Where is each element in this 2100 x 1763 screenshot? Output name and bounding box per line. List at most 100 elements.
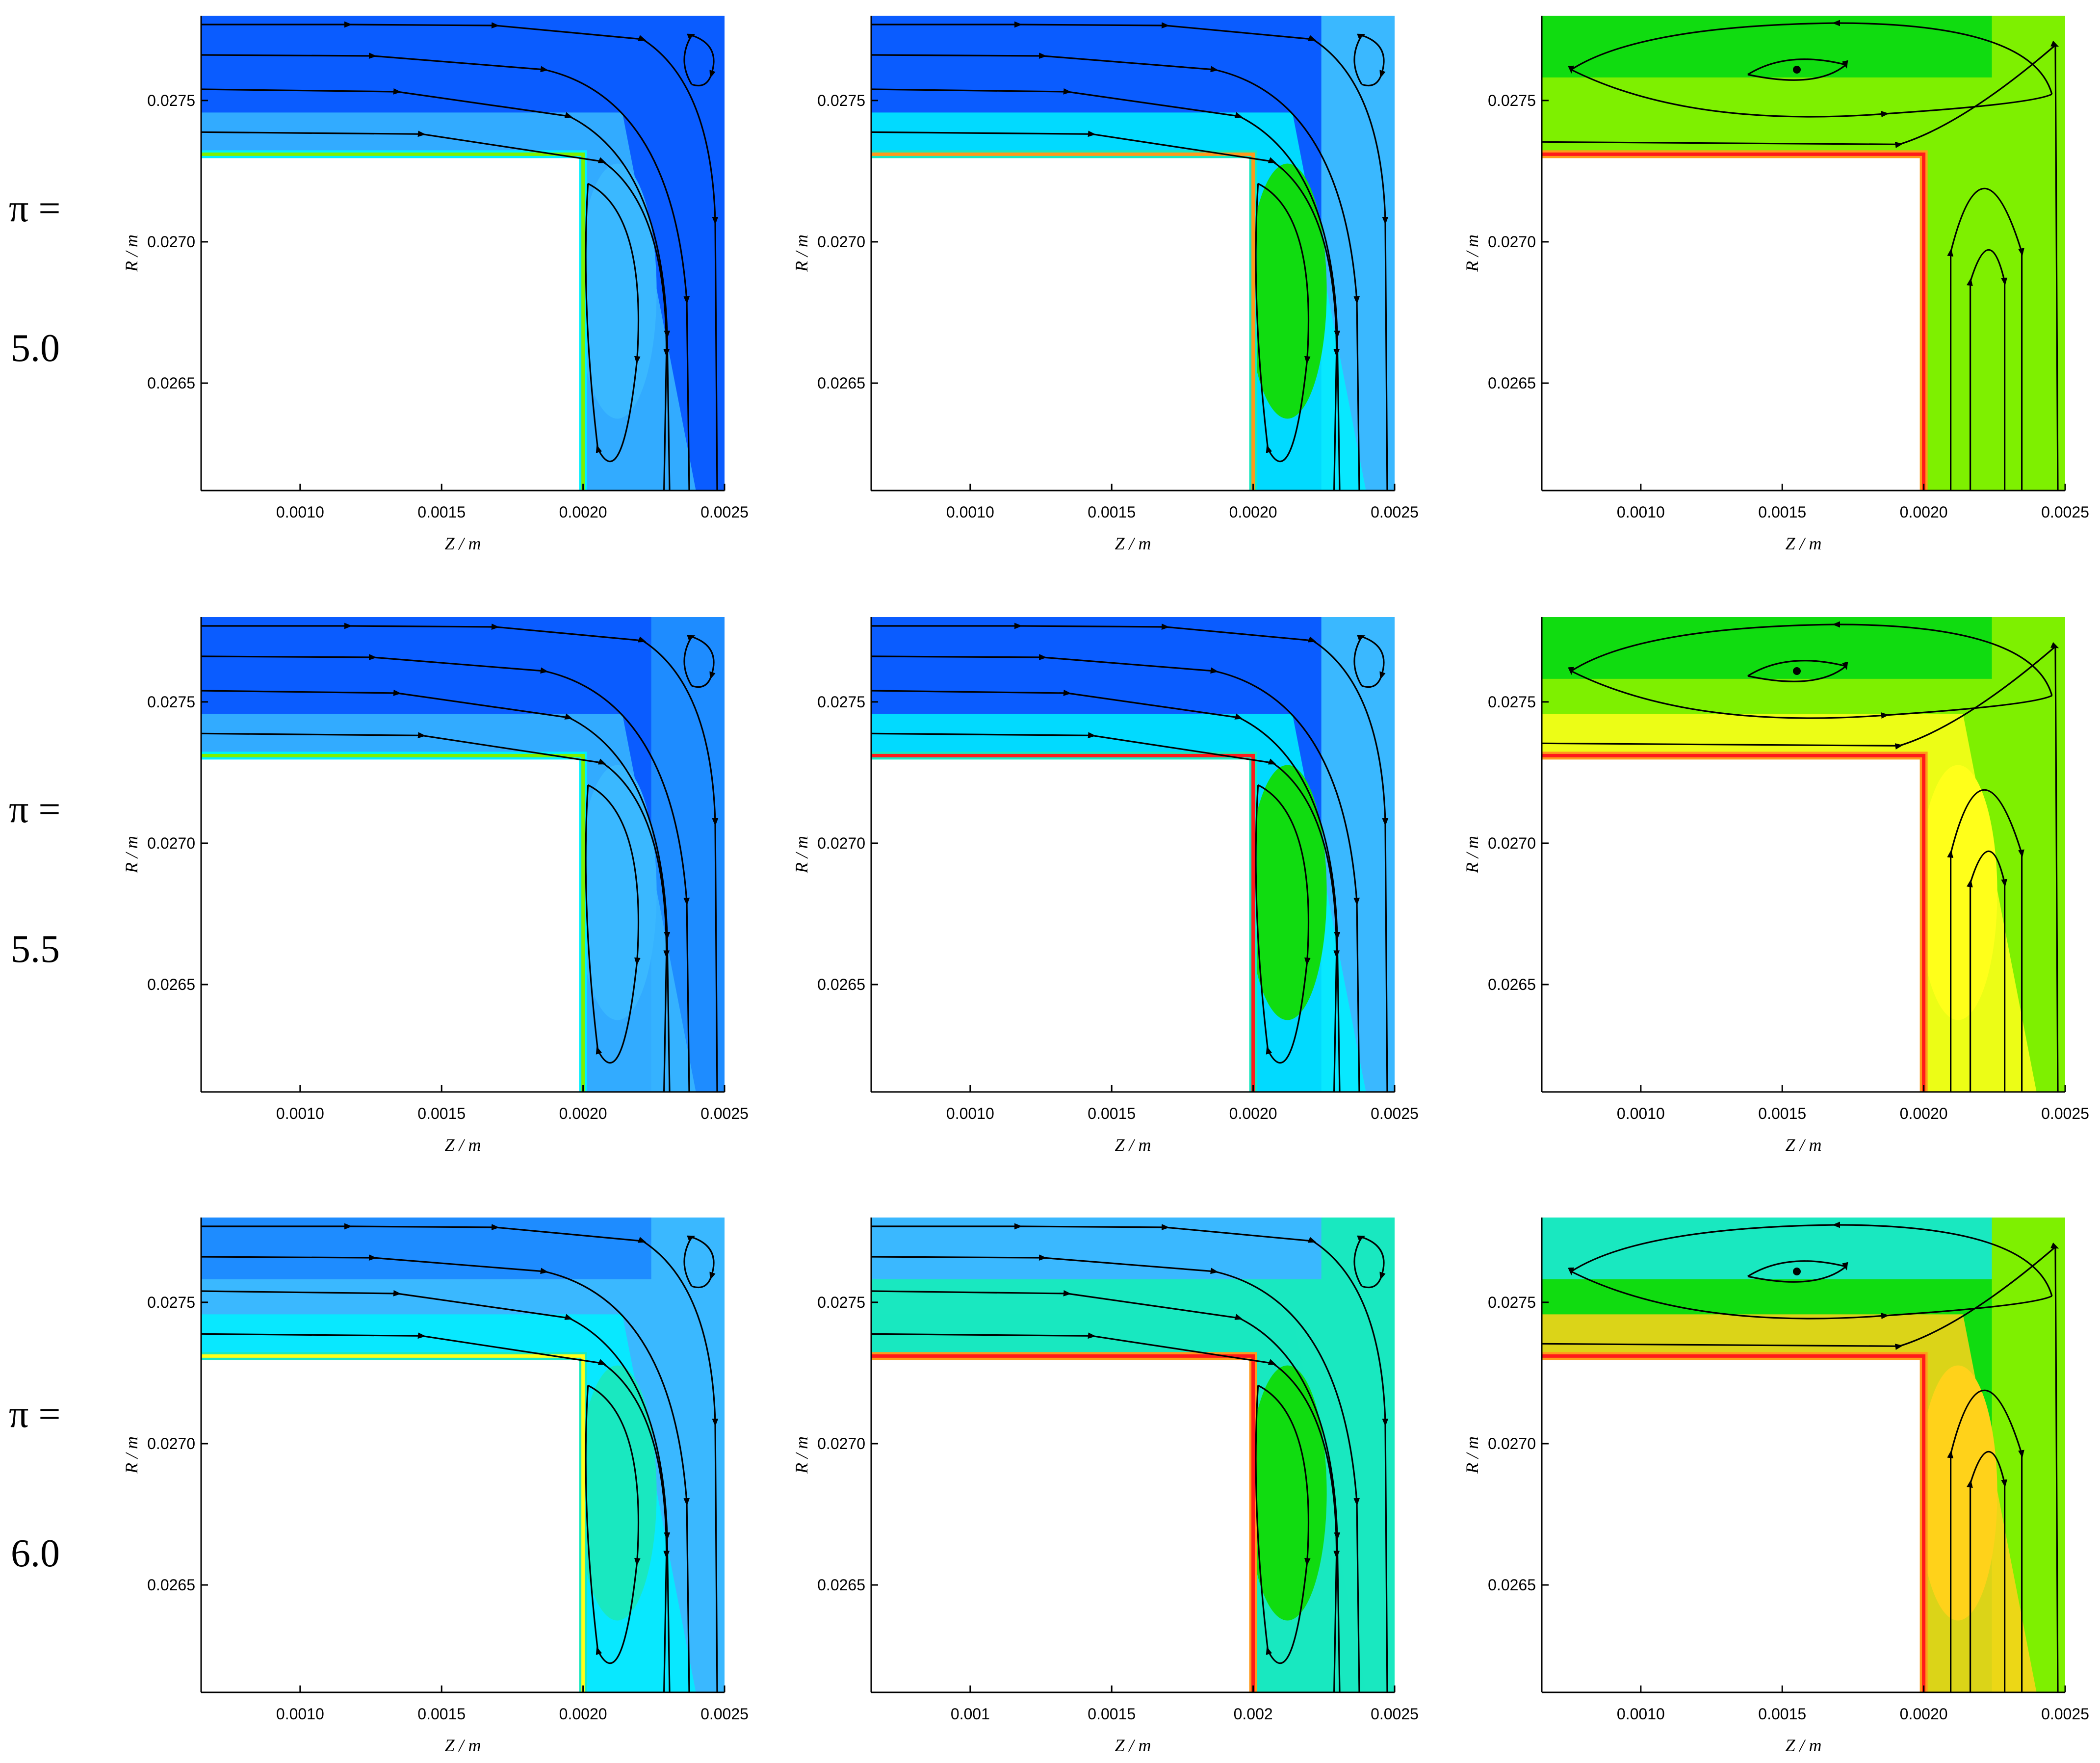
x-tick-label: 0.0020 — [1900, 503, 1948, 521]
x-tick-label: 0.002 — [1234, 1705, 1273, 1723]
panel-r2c1: 0.0010 0.0015 0.0020 0.0025 0.0275 0.0270 0.02… — [122, 617, 749, 1155]
x-tick-label: 0.0010 — [276, 503, 324, 521]
panel-r3c3: 0.0010 0.0015 0.0020 0.0025 0.0275 0.0270 0.02… — [1462, 1218, 2089, 1755]
solid-step — [1542, 154, 1924, 491]
y-tick-label: 0.0265 — [1488, 976, 1536, 993]
upper-vortex-center — [1793, 1268, 1801, 1275]
y-tick-label: 0.0270 — [817, 834, 865, 852]
panel-r1c2: 0.0010 0.0015 0.0020 0.0025 0.0275 0.0270 0.02… — [792, 16, 1419, 553]
x-tick-label: 0.0015 — [1758, 1105, 1806, 1122]
recirculation-loop — [585, 1384, 641, 1664]
panel-r3c2: 0.001 0.0015 0.002 0.0025 0.0275 0.0270 0.0265… — [792, 1218, 1419, 1755]
y-axis-title: R / m — [122, 836, 141, 874]
x-tick-label: 0.0025 — [1371, 1105, 1419, 1122]
y-axis-title: R / m — [1462, 234, 1482, 272]
y-tick-label: 0.0270 — [147, 233, 195, 251]
y-tick-label: 0.0275 — [147, 1294, 195, 1311]
y-tick-label: 0.0265 — [147, 976, 195, 993]
contour-top-channel — [1542, 617, 2065, 679]
streamline-4 — [201, 130, 670, 491]
panel-r1c3: 0.0010 0.0015 0.0020 0.0025 0.0275 0.0270 0.02… — [1462, 16, 2089, 553]
contour-vortex-zone — [1248, 765, 1327, 1020]
x-tick-label: 0.0015 — [1758, 503, 1806, 521]
y-tick-label: 0.0275 — [817, 1294, 865, 1311]
streamline-1 — [201, 622, 719, 1092]
corner-vortex-loop — [683, 635, 716, 688]
recirculation-loop — [1255, 784, 1311, 1064]
solid-step — [201, 154, 583, 491]
y-tick-label: 0.0270 — [147, 1435, 195, 1452]
panel-r2c3: 0.0010 0.0015 0.0020 0.0025 0.0275 0.0270 0.02… — [1462, 617, 2089, 1155]
x-tick-label: 0.0015 — [1088, 1705, 1136, 1723]
x-tick-label: 0.0015 — [1088, 503, 1136, 521]
y-tick-label: 0.0275 — [817, 693, 865, 711]
streamline-4 — [871, 130, 1340, 491]
y-tick-label: 0.0270 — [817, 233, 865, 251]
contour-vortex-zone — [1919, 765, 1997, 1020]
x-tick-label: 0.0010 — [1617, 1105, 1665, 1122]
x-tick-label: 0.0025 — [700, 1105, 749, 1122]
x-axis-title: Z / m — [444, 1135, 481, 1155]
contour-top-channel — [1542, 16, 2065, 78]
contour-vortex-zone — [1248, 163, 1327, 419]
x-tick-label: 0.0010 — [1617, 1705, 1665, 1723]
corner-vortex-loop — [683, 1235, 716, 1289]
x-tick-label: 0.0020 — [1229, 1105, 1277, 1122]
row-value-3: 6.0 — [11, 1532, 60, 1575]
streamline-1 — [871, 1223, 1389, 1693]
right-vortex-loop-2 — [1967, 1451, 2008, 1692]
y-axis-title: R / m — [792, 1436, 811, 1474]
x-tick-label: 0.0025 — [1371, 1705, 1419, 1723]
y-tick-label: 0.0265 — [817, 374, 865, 392]
x-tick-label: 0.0025 — [2041, 1105, 2089, 1122]
y-axis-title: R / m — [792, 234, 811, 272]
y-tick-label: 0.0275 — [147, 92, 195, 109]
x-axis-title: Z / m — [1115, 1135, 1151, 1155]
upper-vortex-center — [1793, 66, 1801, 74]
streamline-1 — [871, 21, 1389, 491]
y-tick-label: 0.0265 — [147, 1576, 195, 1594]
y-axis-title: R / m — [122, 234, 141, 272]
contour-vortex-zone — [578, 765, 657, 1020]
contour-vortex-zone — [1919, 1365, 1997, 1621]
solid-step — [1542, 755, 1924, 1092]
y-tick-label: 0.0265 — [1488, 1576, 1536, 1594]
upper-vortex-center — [1793, 667, 1801, 675]
x-tick-label: 0.0015 — [1758, 1705, 1806, 1723]
x-tick-label: 0.0015 — [417, 1705, 466, 1723]
streamline-1 — [201, 21, 719, 491]
streamline-outer — [1541, 1242, 2059, 1693]
x-tick-label: 0.001 — [951, 1705, 990, 1723]
row-value-1: 5.0 — [11, 327, 60, 370]
x-tick-label: 0.0010 — [1617, 503, 1665, 521]
y-tick-label: 0.0275 — [817, 92, 865, 109]
y-axis-title: R / m — [792, 836, 811, 874]
x-tick-label: 0.0010 — [276, 1105, 324, 1122]
corner-vortex-loop — [1353, 33, 1386, 87]
y-tick-label: 0.0265 — [147, 374, 195, 392]
x-axis-title: Z / m — [1115, 1736, 1151, 1755]
corner-vortex-loop — [1353, 1235, 1386, 1289]
contour-vortex-zone — [578, 163, 657, 419]
recirculation-loop — [1255, 1384, 1311, 1664]
contour-vortex-zone — [1248, 1365, 1327, 1621]
y-tick-label: 0.0265 — [817, 1576, 865, 1594]
y-tick-label: 0.0275 — [1488, 693, 1536, 711]
row-label-pi-2: π = — [9, 788, 61, 831]
corner-vortex-loop — [1353, 635, 1386, 688]
x-axis-title: Z / m — [444, 1736, 481, 1755]
right-vortex-loop-2 — [1967, 851, 2008, 1092]
panel-r1c1: 0.0010 0.0015 0.0020 0.0025 0.0275 0.0270 0.02… — [122, 16, 749, 553]
x-tick-label: 0.0025 — [700, 503, 749, 521]
y-tick-label: 0.0270 — [1488, 1435, 1536, 1452]
contour-top-channel — [1542, 1218, 2065, 1279]
x-tick-label: 0.0015 — [1088, 1105, 1136, 1122]
solid-step — [201, 1356, 583, 1692]
right-vortex-loop-1 — [1947, 1390, 2024, 1692]
row-value-2: 5.5 — [11, 928, 60, 971]
y-tick-label: 0.0275 — [147, 693, 195, 711]
row-label-pi-3: π = — [9, 1393, 61, 1436]
x-tick-label: 0.0025 — [2041, 503, 2089, 521]
